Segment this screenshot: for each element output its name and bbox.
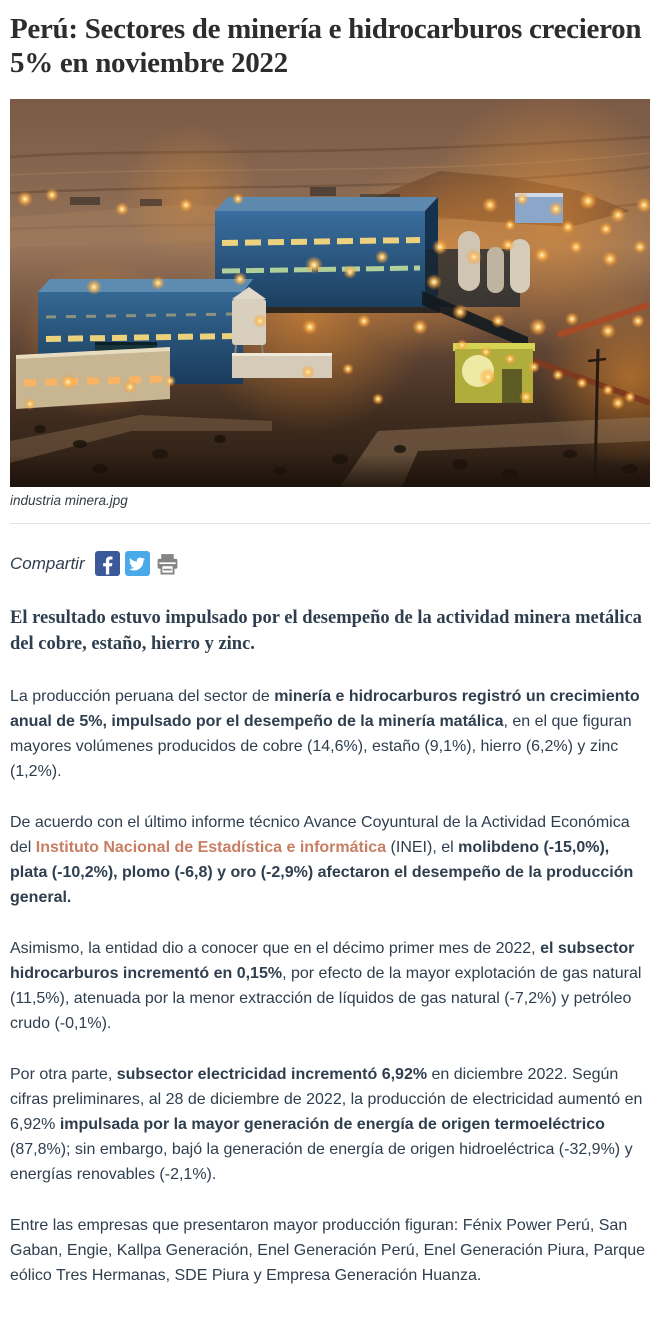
paragraph-text: (87,8%); sin embargo, bajó la generación…	[10, 1141, 633, 1184]
inei-link[interactable]: Instituto Nacional de Estadística e info…	[35, 839, 387, 857]
paragraph-text: La producción peruana del sector de	[10, 688, 275, 706]
paragraph-bold-text: el subsector hidrocarburos incrementó en…	[10, 940, 635, 983]
photo-caption: industria minera.jpg	[10, 493, 128, 509]
page-title: Perú: Sectores de minería e hidrocarburo…	[10, 13, 642, 80]
paragraph-inei: De acuerdo con el último informe técnico…	[10, 810, 651, 910]
paragraph-text: Asimismo, la entidad dio a conocer que e…	[10, 940, 541, 958]
twitter-share-button[interactable]	[124, 551, 150, 577]
paragraph-text: Por otra parte,	[10, 1066, 117, 1084]
paragraph-text: , en el que figuran mayores volúmenes pr…	[10, 713, 632, 781]
paragraph-text: en diciembre 2022. Según cifras prelimin…	[10, 1066, 643, 1134]
share-bar: Compartir	[10, 551, 651, 577]
twitter-icon	[129, 557, 146, 571]
paragraph-text: (INEI), el	[386, 839, 459, 857]
print-button[interactable]	[155, 551, 180, 576]
paragraph-hidrocarburos: Asimismo, la entidad dio a conocer que e…	[10, 936, 651, 1036]
paragraph-bold-text: minería e hidrocarburos registró un crec…	[10, 688, 640, 731]
share-label: Compartir	[10, 553, 85, 573]
paragraph-bold-text: impulsada por la mayor generación de ene…	[59, 1116, 605, 1134]
mining-plant-photo	[10, 99, 650, 488]
article-figure: industria minera.jpg	[10, 99, 651, 508]
paragraph-text: Entre las empresas que presentaron mayor…	[10, 1217, 646, 1285]
divider	[10, 523, 651, 525]
paragraph-text: De acuerdo con el último informe técnico…	[10, 814, 630, 857]
facebook-share-button[interactable]	[94, 551, 120, 577]
paragraph-empresas: Entre las empresas que presentaron mayor…	[10, 1213, 651, 1288]
lead-paragraph: El resultado estuvo impulsado por el des…	[10, 608, 642, 655]
paragraph-bold-text: molibdeno (-15,0%), plata (-10,2%), plom…	[10, 839, 634, 907]
facebook-icon	[102, 556, 113, 575]
print-icon	[157, 554, 178, 575]
paragraph-mineria: La producción peruana del sector de mine…	[10, 684, 651, 784]
paragraph-bold-text: subsector electricidad incrementó 6,92%	[116, 1066, 428, 1084]
paragraph-text: , por efecto de la mayor explotación de …	[10, 965, 642, 1033]
paragraph-electricidad: Por otra parte, subsector electricidad i…	[10, 1062, 651, 1187]
